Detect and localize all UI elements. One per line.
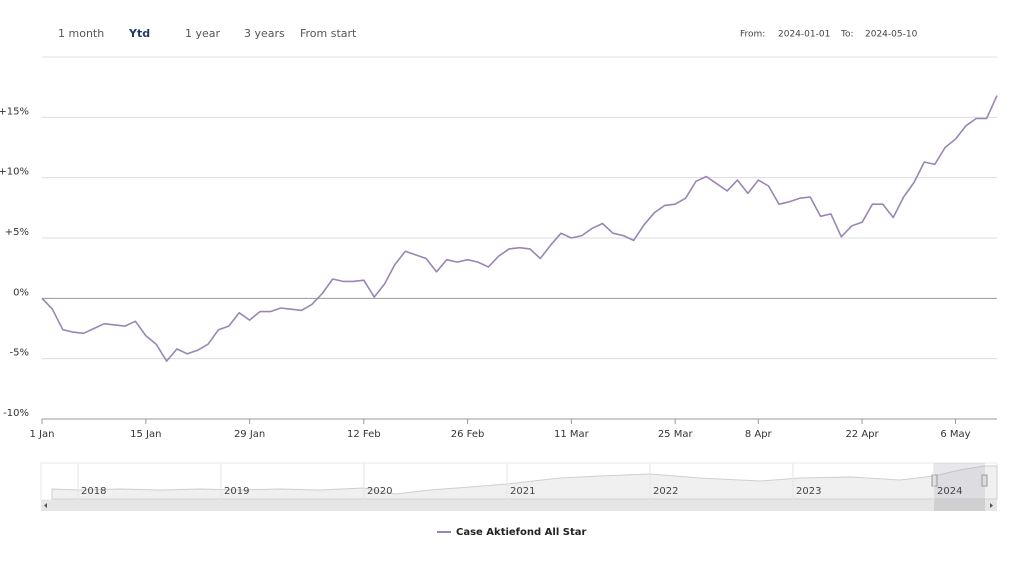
navigator-year: 2022 [653, 486, 678, 497]
x-tick-label: 6 May [940, 429, 970, 440]
scrollbar-thumb[interactable] [934, 500, 985, 511]
scroll-left[interactable] [44, 503, 47, 508]
x-tick-label: 26 Feb [451, 429, 485, 440]
range-button[interactable]: Ytd [128, 27, 150, 40]
y-tick-label: -5% [10, 348, 29, 359]
from-date[interactable]: 2024-01-01 [778, 30, 830, 40]
x-tick-label: 15 Jan [130, 429, 161, 440]
navigator-year: 2019 [224, 486, 249, 497]
navigator-year: 2018 [81, 486, 106, 497]
navigator-year: 2020 [367, 486, 392, 497]
navigator-handle-right[interactable] [981, 474, 988, 487]
navigator-year: 2021 [510, 486, 535, 497]
range-button[interactable]: 1 month [58, 27, 104, 40]
y-tick-label: +10% [0, 167, 29, 178]
plot-area: -10% -5% 0% +5% +10% +15% 1 Jan 15 Jan 29 Jan 12 … [0, 95, 998, 440]
range-button[interactable]: From start [300, 27, 357, 40]
series-line [41, 95, 998, 362]
x-tick-label: 29 Jan [234, 429, 265, 440]
navigator-selection[interactable] [934, 463, 985, 500]
legend-label[interactable]: Case Aktiefond All Star [456, 527, 586, 538]
y-tick-label: +5% [5, 227, 29, 238]
x-tick-label: 22 Apr [845, 429, 879, 440]
y-tick-label: 0% [13, 287, 29, 298]
x-tick-label: 11 Mar [554, 429, 590, 440]
range-selector: 1 month Ytd 1 year 3 years From start [58, 27, 357, 40]
x-tick-label: 1 Jan [30, 429, 55, 440]
range-button[interactable]: 3 years [244, 27, 285, 40]
x-tick-label: 25 Mar [658, 429, 694, 440]
x-tick-label: 8 Apr [745, 429, 773, 440]
scrollbar[interactable] [41, 500, 997, 511]
navigator-series [51, 465, 998, 500]
y-tick-label: +15% [0, 106, 29, 117]
to-date[interactable]: 2024-05-10 [865, 30, 918, 40]
navigator-years: 2018 2019 2020 2021 2022 2023 2024 [77, 463, 962, 500]
navigator-year: 2024 [937, 486, 962, 497]
to-label: To: [840, 30, 854, 40]
x-tick-label: 12 Feb [347, 429, 381, 440]
navigator-year: 2023 [796, 486, 821, 497]
scroll-right[interactable] [990, 503, 993, 508]
y-tick-label: -10% [3, 408, 29, 419]
from-label: From: [740, 30, 765, 40]
range-button[interactable]: 1 year [185, 27, 221, 40]
